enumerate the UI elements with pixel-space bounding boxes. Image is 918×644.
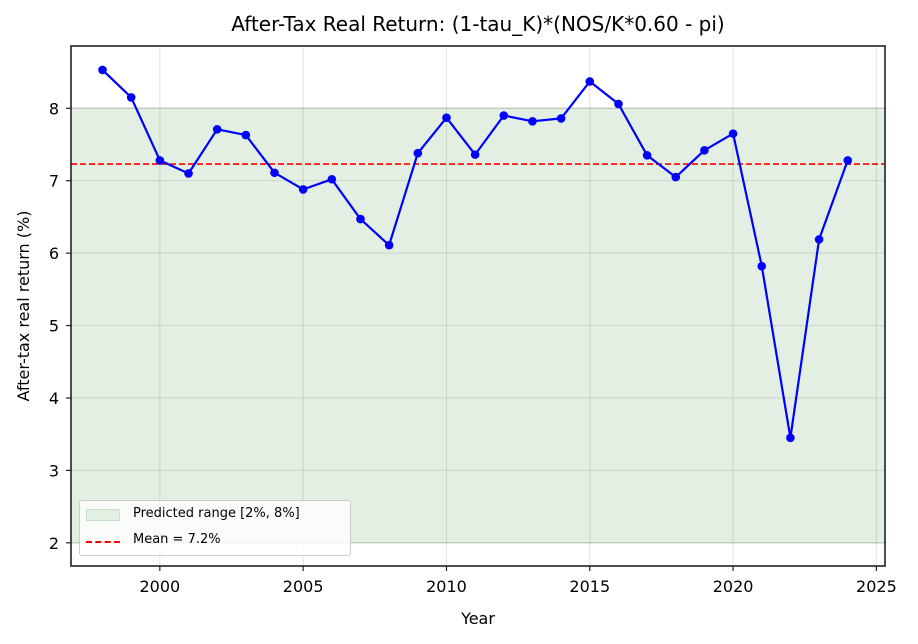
x-tick-label: 2005 <box>283 577 324 596</box>
y-axis-ticks: 2 3 4 5 6 7 8 <box>49 99 71 553</box>
green-patch-icon <box>86 509 120 521</box>
legend-label: Predicted range [2%, 8%] <box>133 506 300 521</box>
data-point <box>470 150 480 159</box>
y-tick-label: 4 <box>49 389 59 408</box>
predicted-range-band <box>71 107 885 544</box>
x-tick-label: 2000 <box>139 577 180 596</box>
y-axis-label: After-tax real return (%) <box>14 211 33 402</box>
x-axis-label: Year <box>460 609 495 628</box>
shaded-region <box>71 108 885 543</box>
data-point <box>700 145 709 155</box>
y-tick-label: 6 <box>49 244 59 263</box>
y-tick-label: 2 <box>49 534 59 553</box>
y-tick-label: 8 <box>49 99 59 118</box>
data-point <box>556 114 566 123</box>
data-point <box>442 113 451 122</box>
data-point <box>614 99 623 109</box>
data-point <box>384 240 394 250</box>
y-tick-label: 7 <box>49 172 59 191</box>
data-point <box>298 185 308 194</box>
data-point <box>499 111 509 120</box>
chart-title: After-Tax Real Return: (1-tau_K)*(NOS/K*… <box>231 12 725 36</box>
data-point <box>528 117 537 126</box>
axes-frame <box>70 45 886 567</box>
data-point <box>356 214 365 224</box>
x-tick-label: 2010 <box>426 577 467 596</box>
data-point <box>155 156 165 165</box>
x-axis-ticks: 2000 2005 2010 2015 2020 2025 <box>139 566 897 596</box>
data-point <box>728 129 738 138</box>
data-point <box>98 65 107 75</box>
x-tick-label: 2025 <box>856 577 897 596</box>
data-point <box>786 433 795 443</box>
legend: Predicted range [2%, 8%] Mean = 7.2% <box>79 500 351 556</box>
x-tick-label: 2015 <box>569 577 610 596</box>
data-point <box>757 261 767 271</box>
data-point <box>126 93 136 102</box>
red-dashed-line-icon <box>86 541 120 543</box>
data-point <box>327 174 337 184</box>
data-point <box>585 77 595 86</box>
x-tick-label: 2020 <box>713 577 754 596</box>
data-point <box>270 168 279 178</box>
y-tick-label: 3 <box>49 461 59 480</box>
grid-lines <box>71 46 885 566</box>
data-point <box>241 130 251 140</box>
data-point <box>671 172 681 182</box>
data-point <box>413 148 423 158</box>
data-point <box>642 151 652 160</box>
data-point <box>814 235 824 244</box>
data-point <box>184 169 193 178</box>
legend-label: Mean = 7.2% <box>133 532 221 547</box>
data-series <box>98 65 853 443</box>
data-point <box>212 124 222 134</box>
y-tick-label: 5 <box>49 317 59 336</box>
data-point <box>843 156 853 165</box>
